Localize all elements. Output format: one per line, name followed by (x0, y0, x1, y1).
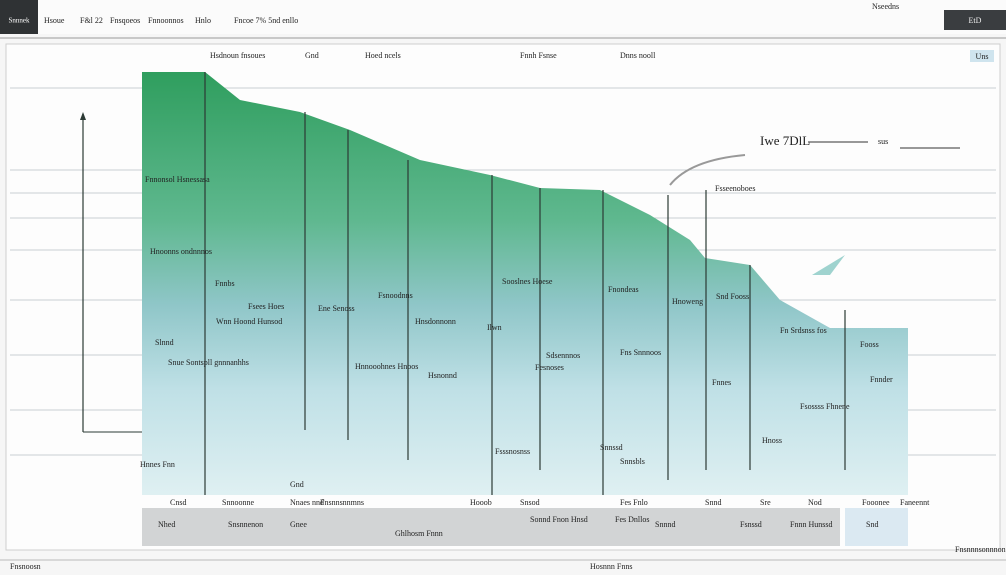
chart-label: Hnoss (762, 436, 782, 445)
chart-label: Snue Sontspll gnnnanhhs (168, 358, 249, 367)
x-label: Nnaes nnd (290, 498, 324, 507)
chart-label: Ene Senoss (318, 304, 355, 313)
brand-block (0, 0, 38, 34)
chart-label: Fnnes (712, 378, 731, 387)
status-right: Fnsnnnsonnnon (955, 545, 1006, 554)
chart-label: Hsnonnd (428, 371, 457, 380)
sub-header-item: Gnd (305, 51, 319, 60)
chart-label: Fesnoses (535, 363, 564, 372)
chart-label: Wnn Hoond Hunsod (216, 317, 282, 326)
chart-label: Snnssd (600, 443, 623, 452)
x-label: Gnd (290, 480, 304, 489)
chart-label: Fsees Hoes (248, 302, 284, 311)
sub-header-item: Fnnh Fsnse (520, 51, 557, 60)
toolbar-right-text: Nseedns (872, 2, 899, 11)
status-center: Hosnnn Fnns (590, 562, 632, 571)
chart-label: Fsnoodnns (378, 291, 413, 300)
toolbar-item[interactable]: Hnlo (195, 16, 211, 25)
footer-box (845, 508, 908, 546)
brand[interactable]: Snnnek (9, 17, 31, 25)
footer-item: Gnee (290, 520, 307, 529)
x-label: Fes Fnlo (620, 498, 648, 507)
badge: Uns (976, 52, 989, 61)
chart-label: Fnnbs (215, 279, 235, 288)
x-label: Snnd (705, 498, 721, 507)
chart-label: Snnsbls (620, 457, 645, 466)
footer-item: Sonnd Fnon Hnsd (530, 515, 588, 524)
footer-item: Fnnn Hunssd (790, 520, 832, 529)
chart-label: Fnnonsol Hsnessasa (145, 175, 210, 184)
footer-item: Nhed (158, 520, 175, 529)
x-label: Snnoonne (222, 498, 254, 507)
chart-label: Hnnes Fnn (140, 460, 175, 469)
toolbar-item[interactable]: Fnsqoeos (110, 16, 140, 25)
toolbar-item[interactable]: Fncoe 7% 5nd enllo (234, 16, 298, 25)
footer-item: Snd (866, 520, 878, 529)
chart-label: Fnondeas (608, 285, 639, 294)
panel-tag: sus (878, 137, 888, 146)
footer: Nhed Snsnnenon Gnee Ghlhosm Fnnn Sonnd Fnon … (158, 515, 878, 538)
right-button-bg[interactable] (944, 10, 1006, 30)
x-label: Nod (808, 498, 822, 507)
x-label: Fnsnnsnnmns (320, 498, 364, 507)
chart-label: Fns Snnnoos (620, 348, 661, 357)
footer-item: Snsnnenon (228, 520, 263, 529)
toolbar-item[interactable]: Hsoue (44, 16, 65, 25)
labels: Fnnonsol Hsnessasa Hnoonns ondnnnos Fnnbs F… (140, 175, 893, 469)
x-label: Snsod (520, 498, 540, 507)
toolbar (0, 0, 1006, 34)
panel-title: Iwe 7DlL (760, 133, 810, 148)
chart-label: Hnsdonnonn (415, 317, 456, 326)
chart-label: Snd Fooss (716, 292, 749, 301)
footer-item: Fsnssd (740, 520, 762, 529)
chart-label: Hnnooohnes Hnoos (355, 362, 418, 371)
chart-label: Hnoweng (672, 297, 703, 306)
chart-label: Sdsennnos (546, 351, 580, 360)
chart-label: Hnoonns ondnnnos (150, 247, 212, 256)
badge-bg (970, 50, 994, 62)
chart-label: Slnnd (155, 338, 174, 347)
chart-label: Sooslnes Hoese (502, 277, 553, 286)
chart-label: Fsossss Fhnene (800, 402, 850, 411)
footer-item: Snnnd (655, 520, 675, 529)
toolbar-item[interactable]: F&l 22 (80, 16, 103, 25)
vertical-lines (80, 72, 846, 495)
x-label: Sre (760, 498, 771, 507)
footer-band (142, 508, 840, 546)
x-label: Faneennt (900, 498, 930, 507)
sub-header-item: Dnns nooll (620, 51, 656, 60)
chart-label: Fsseenoboes (715, 184, 755, 193)
chart-label: Fn Srdsnss fos (780, 326, 827, 335)
footer-item: Ghlhosm Fnnn (395, 529, 443, 538)
x-label: Fooonee (862, 498, 890, 507)
chart-label: Ilwn (487, 323, 502, 332)
area-shape (142, 72, 908, 495)
footer-item: Fes Dnllos (615, 515, 649, 524)
right-button[interactable]: EtD (969, 16, 982, 25)
status-left: Fnsnoosn (10, 562, 41, 571)
sub-header-item: Hsdnoun fnsoues (210, 51, 265, 60)
chart-label: Fnnder (870, 375, 893, 384)
x-label: Cnsd (170, 498, 186, 507)
chart-label: Fooss (860, 340, 879, 349)
toolbar-item[interactable]: Fnnoonnos (148, 16, 184, 25)
sub-header-item: Hoed ncels (365, 51, 401, 60)
chart-label: Fsssnosnss (495, 447, 530, 456)
x-label: Hooob (470, 498, 492, 507)
